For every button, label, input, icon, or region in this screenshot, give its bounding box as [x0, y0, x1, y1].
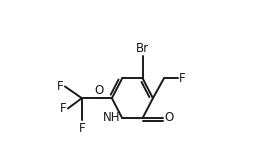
Text: F: F: [60, 102, 66, 115]
Text: F: F: [57, 80, 63, 93]
Text: O: O: [165, 111, 174, 124]
Text: F: F: [79, 122, 85, 135]
Text: F: F: [179, 72, 186, 85]
Text: NH: NH: [103, 111, 121, 124]
Text: O: O: [95, 85, 104, 97]
Text: Br: Br: [136, 42, 149, 55]
